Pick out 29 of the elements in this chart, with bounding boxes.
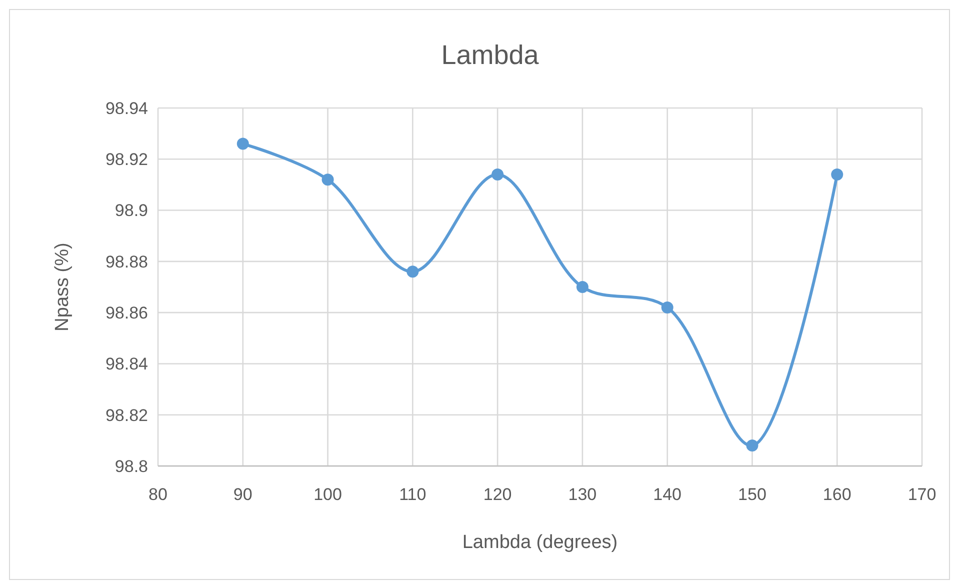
- y-tick-label: 98.94: [105, 98, 148, 118]
- y-tick-label: 98.82: [105, 406, 148, 425]
- y-tick-label: 98.88: [105, 252, 148, 272]
- chart-title: Lambda: [441, 40, 540, 70]
- x-tick-label: 120: [483, 485, 512, 504]
- x-axis-title: Lambda (degrees): [462, 532, 618, 553]
- y-axis-title: Npass (%): [52, 242, 73, 332]
- x-tick-label: 90: [233, 485, 252, 504]
- y-tick-label: 98.92: [105, 150, 148, 170]
- point: [661, 301, 674, 314]
- x-tick-label: 130: [568, 485, 597, 504]
- point: [746, 440, 758, 452]
- point: [492, 168, 504, 180]
- x-tick-label: 170: [908, 485, 936, 504]
- y-tick-label: 98.84: [105, 354, 148, 374]
- x-tick-label: 140: [653, 485, 682, 504]
- x-tick-label: 100: [314, 485, 342, 504]
- point: [576, 281, 588, 293]
- y-tick-label: 98.9: [114, 201, 148, 220]
- x-tick-label: 80: [148, 485, 168, 504]
- point: [831, 168, 844, 180]
- y-tick-label: 98.8: [114, 456, 148, 476]
- x-tick-label: 160: [822, 485, 852, 504]
- x-tick-label: 110: [399, 485, 426, 504]
- point: [236, 138, 249, 150]
- x-tick-label: 150: [738, 485, 766, 504]
- point: [322, 174, 334, 186]
- point: [406, 266, 419, 278]
- y-tick-label: 98.86: [105, 304, 148, 323]
